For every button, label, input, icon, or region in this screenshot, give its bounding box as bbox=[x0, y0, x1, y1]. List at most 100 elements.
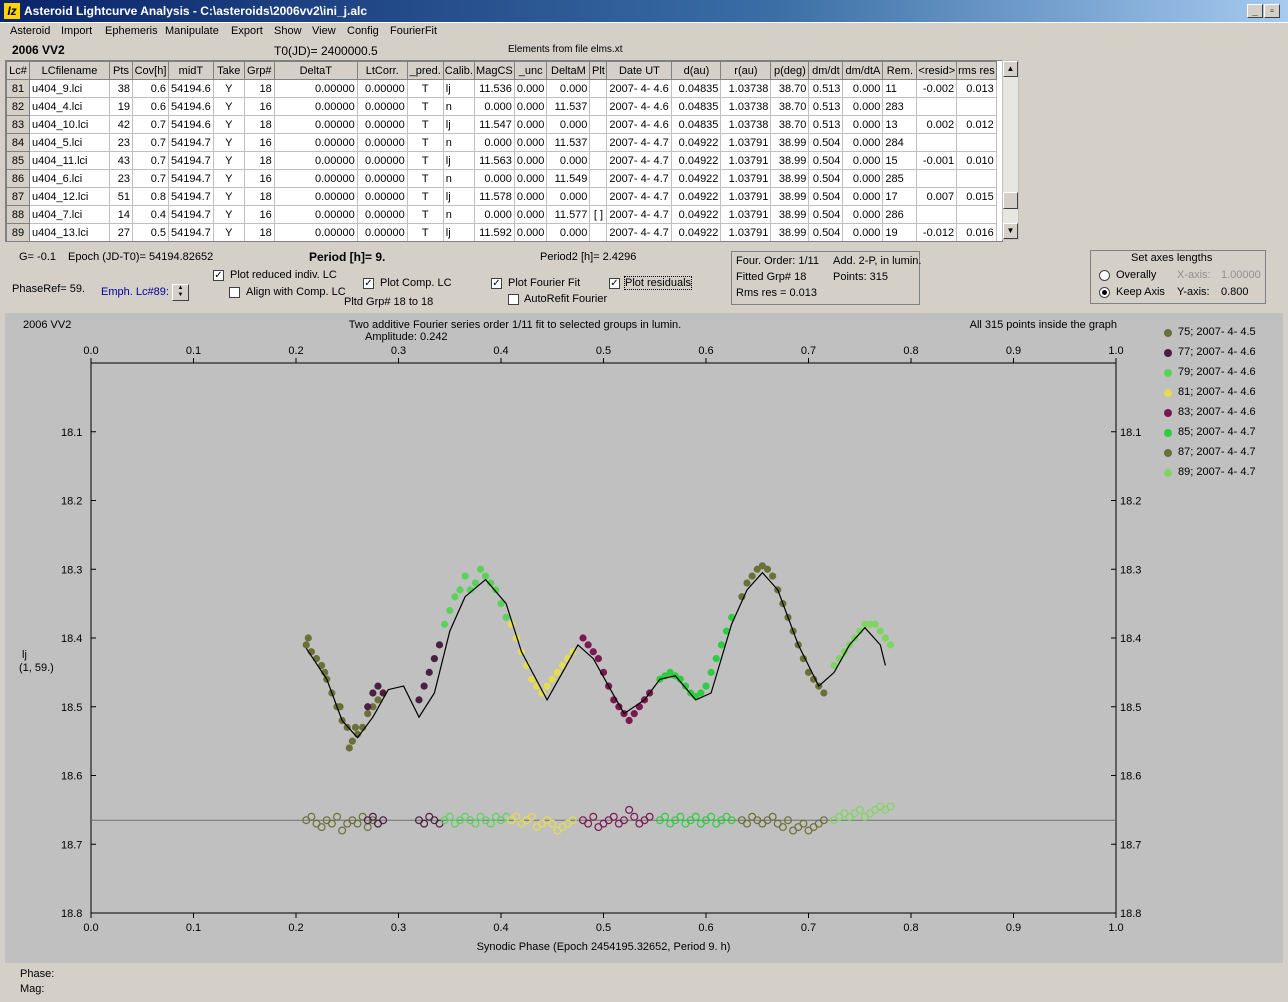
table-cell[interactable]: 0.007 bbox=[916, 187, 958, 206]
table-cell[interactable]: 0.000 bbox=[513, 79, 548, 98]
table-cell[interactable]: 0.04835 bbox=[671, 115, 722, 134]
table-cell[interactable] bbox=[589, 115, 608, 134]
minimize-button[interactable]: _ bbox=[1247, 4, 1263, 18]
table-cell[interactable]: 38.99 bbox=[770, 223, 810, 241]
table-cell[interactable]: 0.04922 bbox=[671, 151, 722, 170]
table-row[interactable]: 86 u404_6.lci 23 0.7 54194.7 Y 16 0.00000 0.0000… bbox=[6, 169, 997, 188]
table-cell[interactable]: 0.00000 bbox=[273, 97, 358, 116]
table-cell[interactable]: 38.99 bbox=[770, 187, 810, 206]
table-cell[interactable]: 2007- 4- 4.7 bbox=[606, 187, 673, 206]
table-cell[interactable] bbox=[956, 205, 997, 224]
table-cell[interactable]: 286 bbox=[882, 205, 918, 224]
table-cell[interactable]: n bbox=[442, 133, 475, 152]
table-cell[interactable]: 0.00000 bbox=[273, 169, 358, 188]
table-cell[interactable]: 16 bbox=[243, 169, 275, 188]
table-cell[interactable]: u404_12.lci bbox=[29, 187, 110, 206]
table-cell[interactable]: 54194.7 bbox=[168, 133, 214, 152]
menu-config[interactable]: Config bbox=[347, 25, 379, 37]
table-row[interactable]: 87 u404_12.lci 51 0.8 54194.7 Y 18 0.00000 0.000… bbox=[6, 187, 997, 206]
table-cell[interactable]: T bbox=[406, 97, 444, 116]
period2-label[interactable]: Period2 [h]= 2.4296 bbox=[540, 251, 637, 263]
table-cell[interactable]: 0.010 bbox=[956, 151, 997, 170]
table-cell[interactable]: 17 bbox=[882, 187, 918, 206]
table-cell[interactable]: Y bbox=[212, 79, 245, 98]
row-header[interactable]: 81 bbox=[6, 79, 30, 98]
lightcurve-chart[interactable]: 0.0 0.0 0.1 0.1 0.2 0.2 0.3 0.3 0.4 0.4 0.5 0.5 0.6 0… bbox=[5, 313, 1283, 963]
table-cell[interactable]: Y bbox=[212, 223, 245, 241]
column-header[interactable]: Plt bbox=[589, 61, 608, 80]
table-cell[interactable]: lj bbox=[442, 115, 475, 134]
table-cell[interactable]: 0.504 bbox=[808, 133, 844, 152]
table-cell[interactable] bbox=[916, 169, 958, 188]
table-cell[interactable]: 0.7 bbox=[132, 169, 169, 188]
table-cell[interactable]: 1.03738 bbox=[720, 97, 772, 116]
table-cell[interactable]: 54194.7 bbox=[168, 169, 214, 188]
table-cell[interactable]: 1.03791 bbox=[720, 133, 772, 152]
table-cell[interactable]: u404_5.lci bbox=[29, 133, 110, 152]
table-cell[interactable]: u404_9.lci bbox=[29, 79, 110, 98]
table-cell[interactable]: 0.4 bbox=[132, 205, 169, 224]
table-cell[interactable]: T bbox=[406, 79, 444, 98]
row-header[interactable]: 84 bbox=[6, 133, 30, 152]
table-cell[interactable]: lj bbox=[442, 79, 475, 98]
table-cell[interactable]: 0.000 bbox=[513, 187, 548, 206]
table-cell[interactable]: 0.013 bbox=[956, 79, 997, 98]
table-cell[interactable]: 38.99 bbox=[770, 133, 810, 152]
plot-reduced-checkbox[interactable]: ✓ bbox=[213, 270, 224, 281]
table-cell[interactable]: 0.513 bbox=[808, 79, 844, 98]
table-cell[interactable] bbox=[956, 97, 997, 116]
table-cell[interactable]: 0.000 bbox=[513, 151, 548, 170]
table-cell[interactable] bbox=[589, 97, 608, 116]
scroll-up-button[interactable]: ▲ bbox=[1003, 61, 1018, 77]
column-header[interactable]: LCfilename bbox=[29, 61, 110, 80]
column-header[interactable]: MagCS bbox=[473, 61, 515, 80]
column-header[interactable]: Calib. bbox=[442, 61, 475, 80]
table-cell[interactable]: 0.504 bbox=[808, 205, 844, 224]
title-bar[interactable]: Iz Asteroid Lightcurve Analysis - C:\ast… bbox=[0, 0, 1288, 22]
table-cell[interactable]: 0.04922 bbox=[671, 205, 722, 224]
table-cell[interactable]: 2007- 4- 4.6 bbox=[606, 79, 673, 98]
table-cell[interactable]: 18 bbox=[243, 115, 275, 134]
table-cell[interactable]: 0.000 bbox=[513, 169, 548, 188]
table-cell[interactable] bbox=[916, 205, 958, 224]
row-header[interactable]: 89 bbox=[6, 223, 30, 241]
table-cell[interactable]: 0.016 bbox=[956, 223, 997, 241]
table-cell[interactable]: 11.592 bbox=[473, 223, 515, 241]
table-cell[interactable]: u404_7.lci bbox=[29, 205, 110, 224]
table-cell[interactable]: 0.000 bbox=[473, 97, 515, 116]
emph-spinner[interactable]: ▲ ▼ bbox=[172, 284, 189, 301]
table-cell[interactable]: T bbox=[406, 205, 444, 224]
scroll-down-button[interactable]: ▼ bbox=[1003, 223, 1018, 239]
table-cell[interactable]: 0.04835 bbox=[671, 79, 722, 98]
table-cell[interactable] bbox=[589, 133, 608, 152]
table-cell[interactable]: 0.8 bbox=[132, 187, 169, 206]
table-cell[interactable]: 11.577 bbox=[546, 205, 591, 224]
table-cell[interactable]: 11.537 bbox=[546, 133, 591, 152]
column-header[interactable]: rms res bbox=[956, 61, 997, 80]
table-cell[interactable]: 1.03791 bbox=[720, 151, 772, 170]
table-cell[interactable]: 38.99 bbox=[770, 169, 810, 188]
row-header[interactable]: 83 bbox=[6, 115, 30, 134]
table-row[interactable]: 89 u404_13.lci 27 0.5 54194.7 Y 18 0.00000 0.000… bbox=[6, 223, 997, 241]
table-cell[interactable]: 0.000 bbox=[513, 223, 548, 241]
table-cell[interactable] bbox=[956, 133, 997, 152]
table-cell[interactable] bbox=[956, 169, 997, 188]
table-cell[interactable]: 0.002 bbox=[916, 115, 958, 134]
table-cell[interactable]: 19 bbox=[882, 223, 918, 241]
menu-ephemeris[interactable]: Ephemeris bbox=[105, 25, 158, 37]
column-header[interactable]: p(deg) bbox=[770, 61, 810, 80]
table-cell[interactable]: 0.04922 bbox=[671, 187, 722, 206]
xaxis-value[interactable]: 1.00000 bbox=[1221, 269, 1261, 281]
table-cell[interactable]: 0.000 bbox=[473, 169, 515, 188]
menu-export[interactable]: Export bbox=[231, 25, 263, 37]
table-cell[interactable]: 0.00000 bbox=[356, 97, 408, 116]
plot-residuals-checkbox[interactable]: ✓ bbox=[609, 278, 620, 289]
table-cell[interactable]: 0.000 bbox=[546, 187, 591, 206]
row-header[interactable]: 87 bbox=[6, 187, 30, 206]
yaxis-value[interactable]: 0.800 bbox=[1221, 286, 1249, 298]
table-cell[interactable]: 0.000 bbox=[842, 115, 884, 134]
table-cell[interactable]: 0.000 bbox=[546, 115, 591, 134]
table-cell[interactable]: 0.6 bbox=[132, 97, 169, 116]
table-cell[interactable]: 0.000 bbox=[546, 151, 591, 170]
table-cell[interactable]: 0.00000 bbox=[356, 187, 408, 206]
